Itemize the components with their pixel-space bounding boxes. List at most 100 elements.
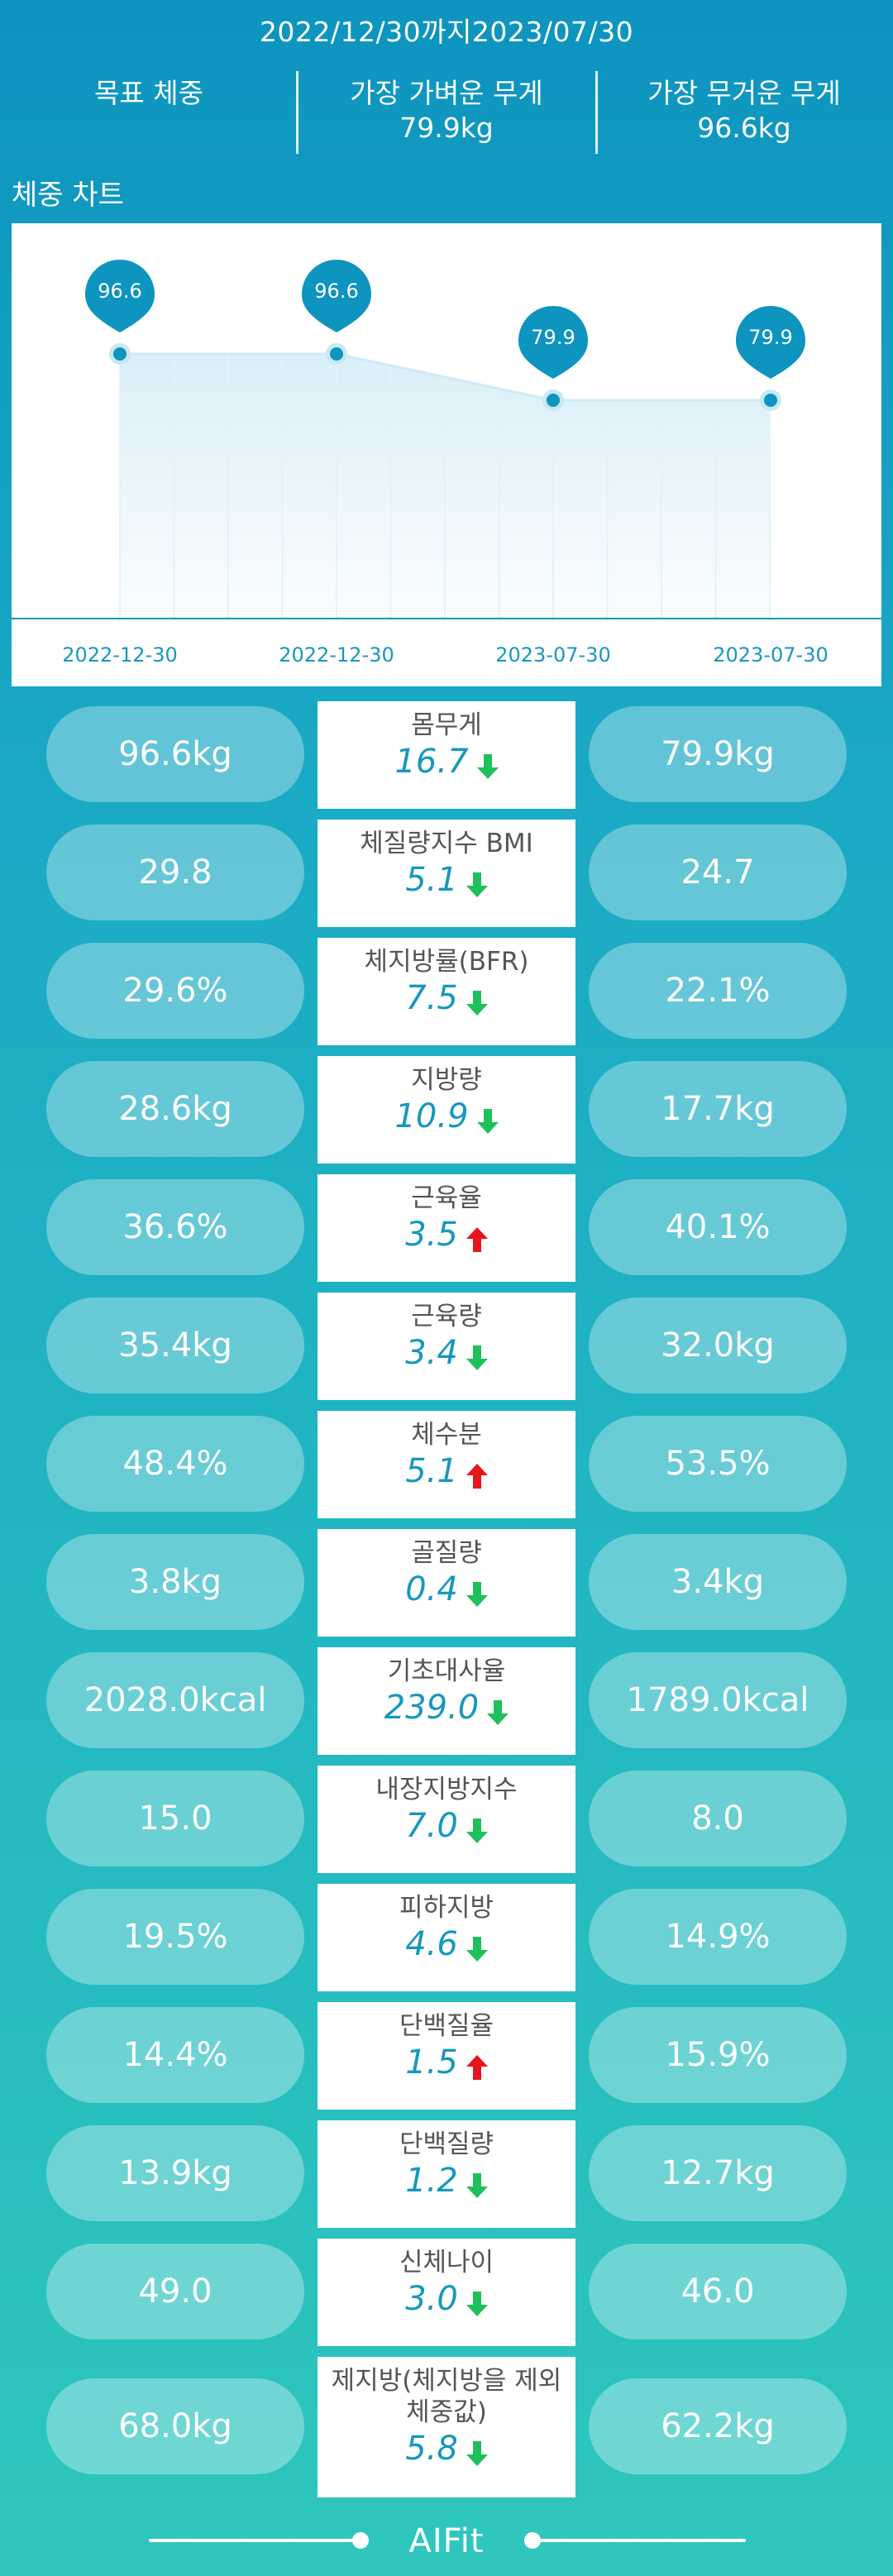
- x-tick-label: 2022-12-30: [62, 643, 177, 667]
- data-label: 79.9: [531, 326, 575, 349]
- metric-before-value: 49.0: [46, 2244, 304, 2339]
- metric-card: 단백질량 1.2: [318, 2120, 575, 2228]
- metric-after-value: 53.5%: [589, 1416, 847, 1512]
- data-label-bubble: [85, 260, 155, 332]
- metric-after-value: 1789.0kcal: [589, 1652, 847, 1748]
- lightest-weight-label: 가장 가벼운 무게: [350, 77, 543, 109]
- metric-before-value: 29.6%: [46, 943, 304, 1039]
- metric-delta-value: 1.5: [405, 2043, 458, 2081]
- metric-card: 피하지방 4.6: [318, 1884, 575, 1991]
- metric-card: 골질량 0.4: [318, 1529, 575, 1637]
- metric-label: 체질량지수 BMI: [360, 829, 533, 858]
- footer: AIFit: [0, 2522, 893, 2560]
- lightest-weight-cell: 가장 가벼운 무게 79.9kg: [298, 68, 595, 159]
- metric-delta: 5.1: [318, 859, 575, 901]
- metric-label: 기초대사율: [387, 1656, 506, 1686]
- metric-label: 제지방(체지방을 제외 체중값): [318, 2357, 575, 2428]
- footer-dot-left: [352, 2532, 369, 2549]
- metric-delta-value: 239.0: [384, 1689, 480, 1727]
- arrow-down-icon: [466, 2435, 488, 2466]
- metric-label: 단백질량: [399, 2129, 494, 2159]
- metric-label: 지방량: [411, 1065, 482, 1095]
- metric-before-value: 19.5%: [46, 1889, 304, 1985]
- metric-before-value: 28.6kg: [46, 1061, 304, 1157]
- metric-delta: 1.2: [318, 2160, 575, 2201]
- metric-label: 피하지방: [399, 1893, 494, 1923]
- metric-label: 근육율: [411, 1183, 482, 1213]
- arrow-down-icon: [487, 1694, 509, 1725]
- metric-after-value: 40.1%: [589, 1179, 847, 1275]
- metric-delta-value: 7.5: [405, 979, 458, 1017]
- data-label: 96.6: [314, 280, 358, 303]
- metric-card: 체질량지수 BMI 5.1: [318, 820, 575, 927]
- target-weight-cell: 목표 체중: [0, 68, 298, 159]
- footer-line-right: [529, 2539, 746, 2542]
- metric-card: 체수분 5.1: [318, 1411, 575, 1518]
- metric-delta: 0.4: [318, 1569, 575, 1610]
- metric-label-line: 제지방(체지방을 제외: [331, 2366, 562, 2396]
- heaviest-weight-label: 가장 무거운 무게: [647, 77, 841, 109]
- metric-delta-value: 7.0: [405, 1807, 458, 1845]
- metric-after-value: 14.9%: [589, 1889, 847, 1985]
- arrow-down-icon: [466, 984, 488, 1016]
- metric-after-value: 12.7kg: [589, 2125, 847, 2221]
- metric-before-value: 36.6%: [46, 1179, 304, 1275]
- date-range: 2022/12/30까지2023/07/30: [259, 16, 634, 48]
- metric-after-value: 17.7kg: [589, 1061, 847, 1157]
- x-tick-label: 2023-07-30: [495, 643, 610, 667]
- metric-label: 신체나이: [399, 2248, 494, 2277]
- arrow-down-icon: [476, 1102, 499, 1134]
- metric-delta: 10.9: [318, 1096, 575, 1137]
- metric-after-value: 46.0: [589, 2244, 847, 2339]
- metric-before-value: 15.0: [46, 1771, 304, 1866]
- metric-card: 기초대사율 239.0: [318, 1647, 575, 1755]
- metric-delta-value: 5.1: [405, 1452, 458, 1490]
- chart-line: [120, 352, 771, 402]
- metric-delta: 7.0: [318, 1805, 575, 1847]
- metric-before-value: 29.8: [46, 824, 304, 920]
- metric-delta: 5.1: [318, 1450, 575, 1492]
- arrow-down-icon: [466, 1339, 488, 1370]
- metric-after-value: 22.1%: [589, 943, 847, 1039]
- metric-label: 내장지방지수: [375, 1775, 518, 1804]
- summary-divider: [296, 71, 298, 154]
- metric-delta-value: 3.4: [405, 1334, 458, 1372]
- metric-after-value: 15.9%: [589, 2007, 847, 2103]
- metric-label: 체수분: [411, 1420, 482, 1450]
- heaviest-weight-cell: 가장 무거운 무게 96.6kg: [595, 68, 893, 159]
- weight-summary: 목표 체중 가장 가벼운 무게 79.9kg 가장 무거운 무게 96.6kg: [0, 68, 893, 159]
- metric-delta-value: 16.7: [394, 743, 469, 781]
- summary-divider: [595, 71, 598, 154]
- metric-delta: 5.8: [318, 2428, 575, 2469]
- metric-card: 지방량 10.9: [318, 1056, 575, 1164]
- data-point: [547, 394, 560, 407]
- metric-label: 단백질율: [399, 2011, 494, 2041]
- weight-chart: 96.6 2022-12-30 96.6 2022-12-30 79.9 2023-07-…: [12, 223, 881, 686]
- metric-delta: 239.0: [318, 1687, 575, 1728]
- metric-card: 제지방(체지방을 제외 체중값) 5.8: [318, 2357, 575, 2497]
- data-point: [330, 347, 343, 361]
- metric-after-value: 3.4kg: [589, 1534, 847, 1630]
- metric-before-value: 3.8kg: [46, 1534, 304, 1630]
- metric-after-value: 24.7: [589, 824, 847, 920]
- metric-delta-value: 0.4: [405, 1570, 458, 1608]
- arrow-up-icon: [466, 1457, 488, 1489]
- arrow-down-icon: [466, 1575, 488, 1607]
- metric-delta-value: 5.8: [405, 2430, 458, 2468]
- metric-label-line: 체중값): [406, 2397, 487, 2427]
- weight-chart-svg: 96.6 2022-12-30 96.6 2022-12-30 79.9 2023-07-…: [12, 260, 881, 667]
- arrow-up-icon: [466, 1221, 488, 1252]
- metric-after-value: 32.0kg: [589, 1298, 847, 1393]
- arrow-down-icon: [466, 866, 488, 897]
- data-label: 79.9: [748, 326, 792, 349]
- metric-before-value: 2028.0kcal: [46, 1652, 304, 1748]
- arrow-down-icon: [466, 2285, 488, 2316]
- metric-card: 단백질율 1.5: [318, 2002, 575, 2110]
- arrow-down-icon: [476, 748, 499, 779]
- metric-delta-value: 3.5: [405, 1216, 458, 1254]
- metric-card: 몸무게 16.7: [318, 701, 575, 809]
- metric-delta: 3.4: [318, 1332, 575, 1374]
- metric-before-value: 14.4%: [46, 2007, 304, 2103]
- metric-delta: 16.7: [318, 741, 575, 782]
- metric-card: 내장지방지수 7.0: [318, 1766, 575, 1873]
